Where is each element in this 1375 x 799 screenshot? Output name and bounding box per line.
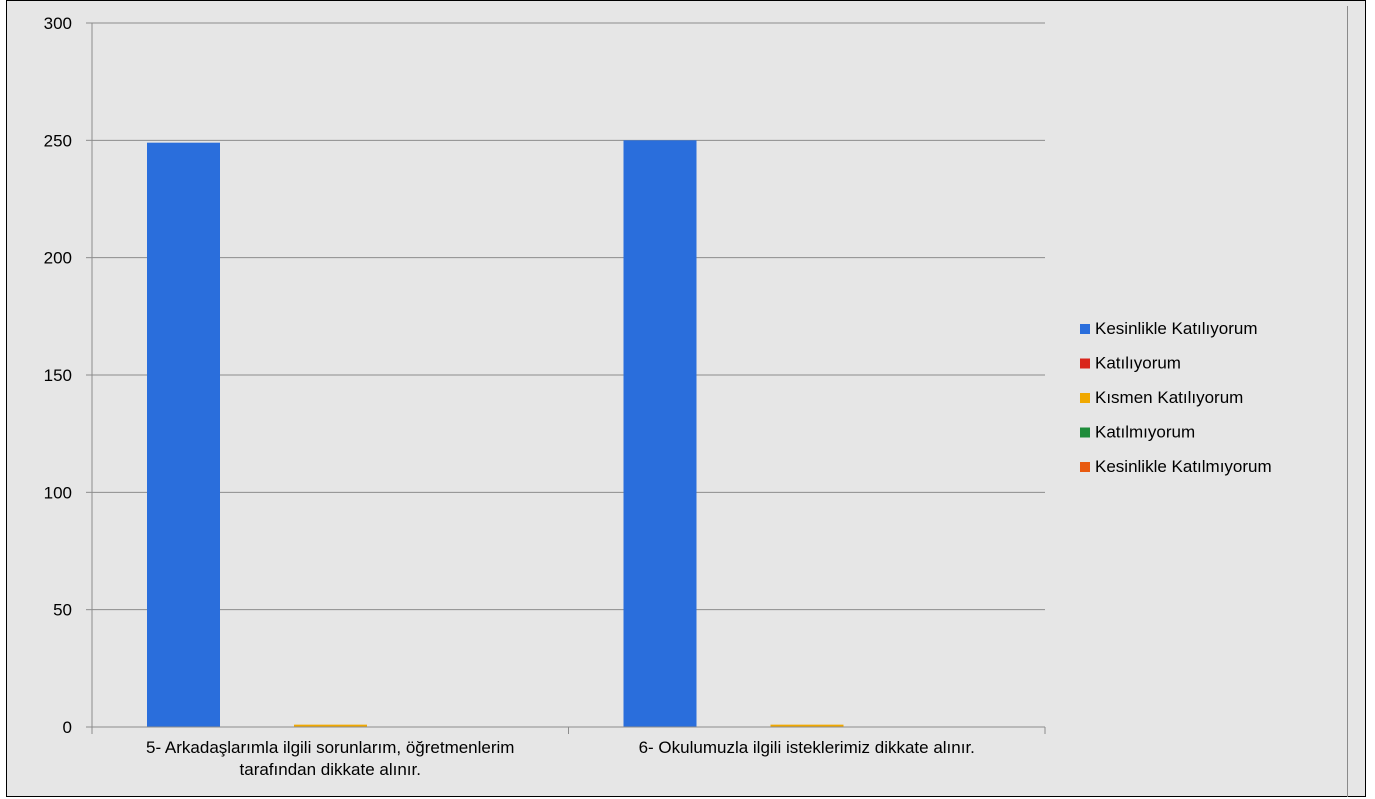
legend-swatch [1080, 393, 1090, 403]
legend: Kesinlikle Katılıyorum Katılıyorum Kısmen … [1080, 319, 1272, 476]
legend-swatch [1080, 324, 1090, 334]
axes [91, 23, 1046, 734]
y-tick-label: 200 [44, 249, 72, 268]
bar [294, 724, 367, 727]
y-tick-label: 250 [44, 131, 72, 150]
gridlines [92, 22, 1045, 611]
bar [623, 140, 697, 728]
x-tick-label: tarafından dikkate alınır. [240, 760, 421, 779]
bar [770, 724, 844, 727]
y-tick-label: 100 [44, 483, 72, 502]
bars [147, 140, 844, 728]
y-tick-label: 300 [44, 14, 72, 33]
legend-label: Katılıyorum [1095, 354, 1181, 373]
x-axis-labels: 5- Arkadaşlarımla ilgili sorunlarım, öğr… [146, 738, 975, 779]
y-tick-label: 50 [53, 601, 72, 620]
y-axis-ticks: 0 50 100 150 200 250 300 [44, 14, 92, 737]
legend-label: Kesinlikle Katılıyorum [1095, 319, 1258, 338]
legend-swatch [1080, 462, 1090, 472]
bar [147, 142, 220, 727]
y-tick-label: 150 [44, 366, 72, 385]
legend-label: Kesinlikle Katılmıyorum [1095, 457, 1272, 476]
x-tick-label: 5- Arkadaşlarımla ilgili sorunlarım, öğr… [146, 738, 514, 757]
panel-divider [1347, 6, 1348, 797]
legend-swatch [1080, 427, 1090, 438]
legend-swatch [1080, 358, 1090, 369]
legend-label: Kısmen Katılıyorum [1095, 388, 1243, 407]
x-tick-label: 6- Okulumuzla ilgili isteklerimiz dikkat… [639, 738, 975, 757]
y-tick-label: 0 [63, 718, 72, 737]
legend-label: Katılmıyorum [1095, 423, 1195, 442]
